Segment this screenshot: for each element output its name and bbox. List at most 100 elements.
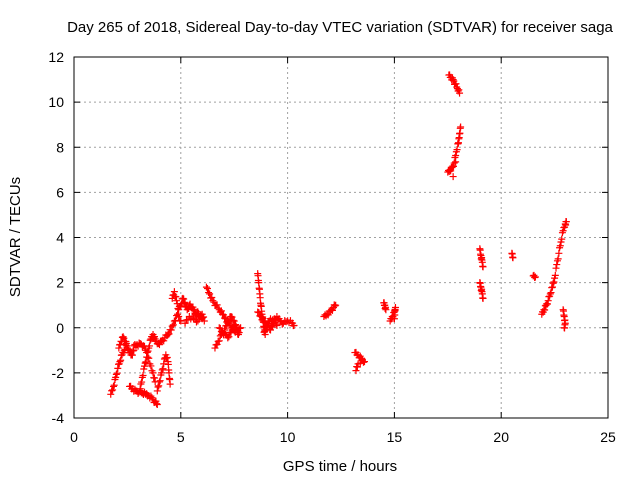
y-axis-title: SDTVAR / TECUs: [7, 177, 24, 297]
data-point: [143, 348, 151, 356]
data-point: [144, 347, 152, 355]
data-point: [359, 358, 367, 366]
data-points: [107, 71, 570, 408]
data-point: [160, 360, 168, 368]
plot-frame: [73, 56, 609, 419]
data-point: [180, 298, 188, 306]
data-point: [228, 313, 236, 321]
data-point: [215, 337, 223, 345]
data-point: [531, 273, 539, 281]
track-pass-c: [126, 382, 161, 408]
track-pass-w: [476, 279, 487, 302]
data-point: [543, 300, 551, 308]
data-point: [172, 293, 180, 301]
data-point: [164, 331, 172, 339]
data-point: [181, 319, 189, 327]
x-tick-label: 5: [177, 429, 185, 445]
data-point: [218, 310, 226, 318]
track-pass-y: [529, 271, 539, 282]
x-tick-label: 20: [493, 429, 509, 445]
data-point: [273, 321, 281, 329]
track-pass-d: [130, 339, 159, 386]
data-point: [452, 80, 460, 88]
data-point: [449, 173, 457, 181]
data-point: [509, 254, 517, 262]
data-point: [148, 394, 156, 402]
data-point: [228, 326, 236, 334]
track-pass-g: [151, 310, 185, 349]
track-pass-u: [444, 123, 465, 181]
data-point: [235, 329, 243, 337]
data-point: [560, 324, 568, 332]
data-point: [267, 326, 275, 334]
data-point: [450, 159, 458, 167]
track-pass-o: [260, 315, 281, 336]
data-point: [117, 356, 125, 364]
data-point: [558, 235, 566, 243]
data-point: [554, 255, 562, 263]
data-point: [169, 321, 177, 329]
data-point: [551, 271, 559, 279]
data-point: [236, 324, 244, 332]
data-point: [110, 382, 118, 390]
data-point: [555, 249, 563, 257]
data-point: [177, 301, 185, 309]
data-point: [129, 347, 137, 355]
data-point: [180, 295, 188, 303]
data-point: [224, 334, 232, 342]
data-point: [145, 342, 153, 350]
data-point: [109, 386, 117, 394]
data-point: [231, 321, 239, 329]
data-point: [229, 316, 237, 324]
data-point: [206, 290, 214, 298]
data-point: [390, 315, 398, 323]
y-tick-label: 2: [56, 275, 64, 291]
data-point: [220, 311, 228, 319]
data-point: [224, 319, 232, 327]
data-point: [211, 344, 219, 352]
data-point: [153, 400, 161, 408]
data-point: [119, 333, 127, 341]
y-tick-labels: -4 -2 0 2 4 6 8 10 12: [48, 49, 64, 426]
y-tick-label: 6: [56, 184, 64, 200]
data-point: [556, 242, 564, 250]
y-tick-label: -2: [52, 365, 65, 381]
data-point: [107, 390, 115, 398]
data-point: [353, 363, 361, 371]
data-point: [205, 289, 213, 297]
data-point: [479, 294, 487, 302]
data-point: [454, 139, 462, 147]
chart-title: Day 265 of 2018, Sidereal Day-to-day VTE…: [67, 19, 613, 36]
data-point: [110, 381, 118, 389]
data-point: [168, 322, 176, 330]
data-point: [271, 315, 279, 323]
data-point: [147, 362, 155, 370]
data-point: [194, 317, 202, 325]
data-point: [452, 158, 460, 166]
data-point: [272, 320, 280, 328]
data-point: [143, 353, 151, 361]
y-tick-label: 4: [56, 230, 64, 246]
data-point: [200, 317, 208, 325]
track-pass-t: [445, 71, 464, 97]
track-pass-e: [136, 331, 159, 393]
data-point: [118, 333, 126, 341]
data-point: [156, 377, 164, 385]
data-point: [227, 312, 235, 320]
grid: [74, 57, 608, 418]
y-tick-label: 8: [56, 139, 64, 155]
data-point: [254, 308, 262, 316]
data-point: [559, 227, 567, 235]
data-point: [136, 385, 144, 393]
data-point: [225, 318, 233, 326]
data-point: [108, 387, 116, 395]
data-point: [331, 302, 339, 310]
track-pass-l: [215, 321, 245, 342]
data-point: [192, 318, 200, 326]
data-point: [175, 312, 183, 320]
data-point: [167, 326, 175, 334]
data-point: [173, 297, 181, 305]
x-tick-label: 10: [280, 429, 296, 445]
track-pass-aa: [559, 306, 569, 332]
